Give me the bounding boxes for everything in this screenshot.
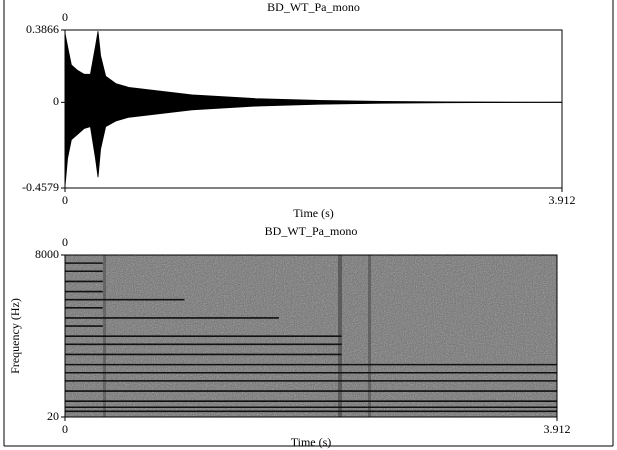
x-axis-label: Time (s) [291, 435, 332, 449]
x-tick-label: 3.912 [549, 193, 576, 207]
y-tick-label: 0.3866 [26, 22, 59, 36]
top-x-tick-label: 0 [62, 235, 68, 249]
chart-title: BD_WT_Pa_mono [267, 0, 360, 14]
x-tick-label: 0 [62, 193, 68, 207]
chart-title: BD_WT_Pa_mono [265, 224, 358, 238]
y-axis-label: Frequency (Hz) [8, 298, 22, 374]
y-tick-label: 0 [53, 94, 59, 108]
x-axis-label: Time (s) [293, 206, 334, 220]
top-x-tick-label: 0 [62, 10, 68, 24]
y-tick-label: -0.4579 [22, 180, 59, 194]
x-tick-label: 3.912 [544, 422, 571, 436]
stripe [368, 255, 371, 417]
y-tick-label: 8000 [35, 247, 59, 261]
waveform-envelope [65, 31, 562, 102]
screenshot: BD_WT_Pa_mono003.912-0.457900.3866Time (… [0, 0, 617, 450]
waveform-envelope [65, 102, 562, 186]
y-tick-label: 20 [47, 409, 59, 423]
x-tick-label: 0 [62, 422, 68, 436]
